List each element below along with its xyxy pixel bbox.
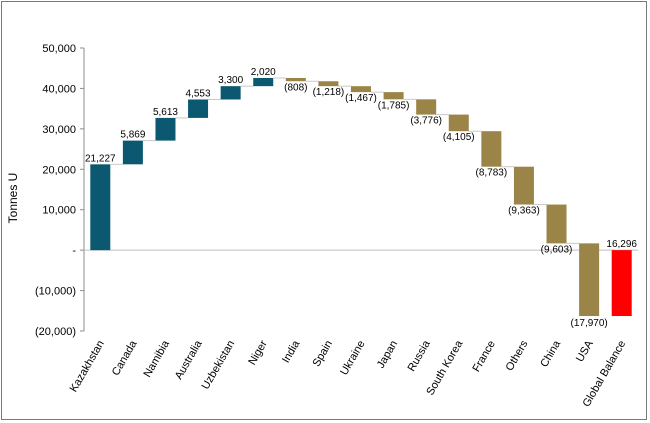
category-label: Ukraine: [338, 339, 367, 378]
bar-australia: [188, 99, 209, 118]
data-label: 2,020: [251, 67, 276, 78]
data-labels: 21,227 5,869 5,613 4,553 3,300 2,020 (808) (1,2…: [85, 67, 637, 329]
axes: 50,000 40,000 30,000 20,000 10,000 - (10,000) (…: [35, 43, 638, 338]
category-label: China: [538, 338, 563, 370]
category-label: Russia: [406, 338, 434, 374]
y-tick-label: 10,000: [42, 205, 76, 217]
category-label: France: [470, 338, 498, 374]
data-label: (4,105): [443, 132, 475, 143]
y-tick-label: 20,000: [42, 164, 76, 176]
bar-france: [481, 131, 502, 167]
data-label: 5,613: [153, 107, 178, 118]
category-label: Others: [504, 338, 531, 373]
bar-south-korea: [448, 114, 469, 132]
data-label: (1,467): [345, 93, 377, 104]
category-label: Australia: [173, 338, 205, 382]
data-label: (9,603): [541, 244, 573, 255]
category-label: Japan: [375, 339, 400, 371]
bar-canada: [122, 140, 143, 165]
data-label: (3,776): [410, 116, 442, 127]
y-tick-label: 40,000: [42, 83, 76, 95]
data-label: (9,363): [508, 206, 540, 217]
bar-russia: [416, 99, 437, 115]
bar-niger: [253, 77, 274, 87]
data-label: 16,296: [606, 239, 637, 250]
data-label: (1,785): [378, 100, 410, 111]
bar-china: [546, 204, 567, 244]
category-label: Namibia: [141, 338, 172, 380]
category-label: Uzbekistan: [200, 339, 238, 392]
category-label: USA: [574, 338, 596, 364]
bar-global-balance: [611, 250, 632, 317]
bar-namibia: [155, 117, 176, 141]
data-label: (1,218): [313, 87, 345, 98]
category-label: Niger: [246, 338, 270, 367]
bar-ukraine: [351, 86, 371, 93]
data-label: (808): [284, 82, 307, 93]
bar-usa: [579, 243, 600, 317]
category-labels: Kazakhstan Canada Namibia AustraliaUzbekist…: [68, 338, 629, 409]
bar-india: [285, 77, 306, 82]
data-label: 5,869: [120, 130, 145, 141]
data-label: (8,783): [476, 168, 508, 179]
data-label: 3,300: [218, 75, 243, 86]
bars: [90, 77, 632, 317]
category-label: India: [280, 338, 303, 365]
bar-uzbekistan: [220, 86, 241, 100]
data-label: 21,227: [85, 153, 116, 164]
category-label: Spain: [311, 339, 335, 369]
bar-japan: [383, 92, 404, 100]
category-label: Canada: [110, 338, 140, 378]
bar-kazakhstan: [90, 164, 111, 251]
y-axis-title: Tonnes U: [6, 173, 20, 224]
data-label: (17,970): [570, 318, 607, 329]
y-tick-label: -: [72, 245, 76, 257]
y-tick-label: 50,000: [42, 43, 76, 55]
y-tick-label: 30,000: [42, 124, 76, 136]
data-label: 4,553: [186, 88, 211, 99]
bar-spain: [318, 81, 339, 87]
bar-others: [513, 166, 534, 205]
y-tick-label: (10,000): [35, 286, 76, 298]
category-label: Kazakhstan: [68, 339, 107, 395]
y-tick-label: (20,000): [35, 326, 76, 338]
